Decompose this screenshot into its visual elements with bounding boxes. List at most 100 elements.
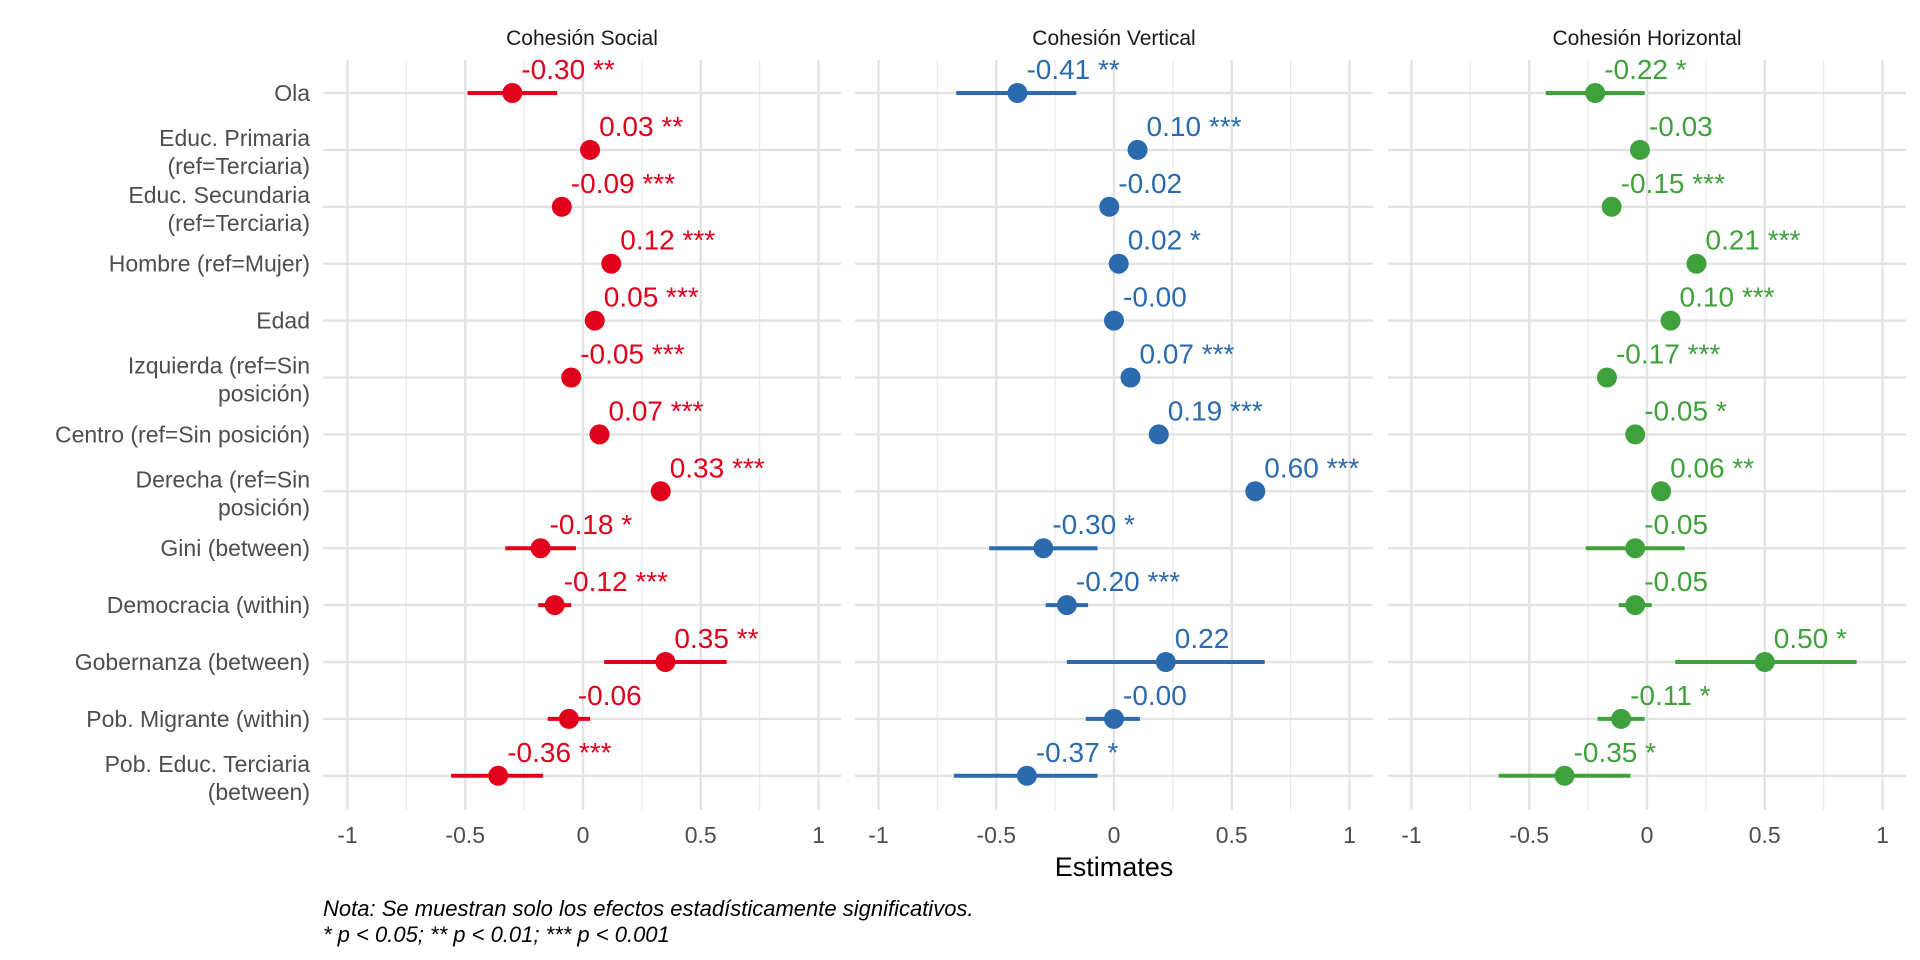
- x-tick-label: 0: [577, 822, 590, 848]
- estimate-label: -0.17 ***: [1616, 339, 1720, 370]
- x-tick-label: 0: [1108, 822, 1121, 848]
- estimate-label: -0.05: [1644, 566, 1708, 597]
- estimate-point: [1108, 253, 1129, 274]
- x-tick-label: 1: [812, 822, 825, 848]
- estimate-point: [1007, 83, 1028, 103]
- estimate-point: [502, 83, 523, 103]
- estimate-label: 0.02 *: [1128, 225, 1201, 256]
- estimate-point: [655, 652, 676, 672]
- estimate-label: -0.00: [1123, 282, 1187, 313]
- estimate-point: [544, 595, 565, 616]
- panel-1: Cohesión Social -1 -0.5 0 0.5 1 -0.30 ** 0.03 *…: [323, 27, 841, 848]
- estimate-label: 0.21 ***: [1705, 225, 1800, 256]
- estimate-point: [530, 538, 551, 559]
- y-tick-label: Hombre (ref=Mujer): [109, 251, 310, 277]
- estimate-point: [1104, 708, 1124, 729]
- estimate-point: [488, 765, 509, 786]
- estimate-label: -0.20 ***: [1076, 566, 1180, 597]
- estimate-label: 0.07 ***: [608, 395, 703, 426]
- x-tick-label: -0.5: [445, 822, 485, 848]
- estimate-point: [1585, 83, 1606, 103]
- estimate-label: -0.41 **: [1026, 54, 1119, 85]
- estimate-point: [1625, 538, 1646, 559]
- panel-3: Cohesión Horizontal -1 -0.5 0 0.5 1 -0.22 * -0.…: [1388, 27, 1906, 848]
- estimate-label: 0.05 ***: [604, 282, 699, 313]
- x-tick-label: 0.5: [685, 822, 717, 848]
- estimate-point: [1625, 595, 1646, 616]
- y-tick-label-line: (between): [208, 779, 310, 805]
- estimate-label: -0.37 *: [1036, 737, 1119, 768]
- estimate-label: -0.30 **: [521, 54, 614, 85]
- estimate-label: 0.10 ***: [1147, 111, 1242, 142]
- caption-significance: * p < 0.05; ** p < 0.01; *** p < 0.001: [323, 922, 670, 947]
- estimate-label: 0.50 *: [1774, 623, 1847, 654]
- x-tick-label: 0.5: [1749, 822, 1781, 848]
- x-tick-label: 0: [1641, 822, 1654, 848]
- estimate-label: 0.19 ***: [1168, 395, 1263, 426]
- y-tick-label: Centro (ref=Sin posición): [55, 421, 310, 447]
- estimate-point: [1754, 652, 1775, 672]
- estimate-label: -0.00: [1123, 680, 1187, 711]
- estimate-label: 0.10 ***: [1680, 282, 1775, 313]
- y-tick-label-line: Educ. Primaria: [159, 125, 310, 151]
- estimate-label: 0.60 ***: [1264, 452, 1359, 483]
- y-tick-label-line: (ref=Terciaria): [167, 210, 310, 236]
- estimate-label: 0.03 **: [599, 111, 683, 142]
- y-tick-label-line: (ref=Terciaria): [167, 153, 310, 179]
- estimate-label: -0.02: [1118, 168, 1182, 199]
- estimate-label: -0.18 *: [550, 509, 633, 540]
- y-tick-label-line: Pob. Educ. Terciaria: [105, 751, 311, 777]
- y-tick-label: Izquierda (ref=Sin posición): [128, 353, 310, 407]
- y-tick-label-line: Derecha (ref=Sin: [136, 466, 311, 492]
- estimate-label: 0.33 ***: [670, 452, 765, 483]
- panel-title: Cohesión Social: [506, 27, 658, 50]
- estimate-point: [601, 253, 622, 274]
- estimate-point: [1033, 538, 1054, 559]
- estimate-label: -0.11 *: [1630, 680, 1711, 711]
- x-tick-label: 1: [1343, 822, 1356, 848]
- y-tick-label: Pob. Migrante (within): [86, 706, 310, 732]
- estimate-point: [1629, 139, 1650, 160]
- x-tick-label: -0.5: [1509, 822, 1549, 848]
- estimate-label: -0.03: [1649, 111, 1713, 142]
- estimate-label: -0.06: [578, 680, 642, 711]
- x-tick-label: -0.5: [976, 822, 1016, 848]
- y-tick-label: Gini (between): [160, 535, 310, 561]
- x-tick-label: 1: [1876, 822, 1889, 848]
- estimate-point: [1245, 481, 1266, 502]
- estimate-point: [584, 310, 605, 331]
- estimate-point: [1625, 424, 1646, 445]
- estimate-point: [1155, 652, 1176, 672]
- estimate-label: -0.09 ***: [571, 168, 675, 199]
- estimate-point: [558, 708, 579, 729]
- y-tick-label: Derecha (ref=Sin posición): [136, 466, 311, 520]
- estimate-label: 0.06 **: [1670, 452, 1754, 483]
- y-tick-label: Pob. Educ. Terciaria (between): [105, 751, 311, 805]
- estimate-point: [1104, 310, 1124, 331]
- estimate-point: [561, 367, 582, 388]
- estimate-point: [1120, 367, 1141, 388]
- estimate-label: -0.22 *: [1604, 54, 1687, 85]
- estimate-label: -0.05 *: [1644, 395, 1727, 426]
- estimate-point: [1148, 424, 1169, 445]
- estimate-label: 0.07 ***: [1139, 339, 1234, 370]
- y-tick-label: Ola: [274, 80, 310, 106]
- panel-title: Cohesión Horizontal: [1552, 27, 1741, 50]
- estimate-label: -0.15 ***: [1621, 168, 1725, 199]
- estimate-label: -0.05: [1644, 509, 1708, 540]
- caption-note: Nota: Se muestran solo los efectos estad…: [323, 896, 974, 921]
- estimate-point: [1601, 196, 1622, 217]
- estimate-label: -0.05 ***: [580, 339, 684, 370]
- estimate-label: -0.36 ***: [507, 737, 611, 768]
- estimate-point: [650, 481, 671, 502]
- y-tick-label-line: posición): [218, 381, 310, 407]
- panel-2: Cohesión Vertical -1 -0.5 0 0.5 1 -0.41 ** 0.10…: [855, 27, 1373, 848]
- estimate-point: [1554, 765, 1575, 786]
- x-tick-label: -1: [868, 822, 888, 848]
- estimate-point: [1099, 196, 1120, 217]
- x-tick-label: -1: [1401, 822, 1421, 848]
- estimate-point: [1056, 595, 1077, 616]
- estimate-point: [1016, 765, 1037, 786]
